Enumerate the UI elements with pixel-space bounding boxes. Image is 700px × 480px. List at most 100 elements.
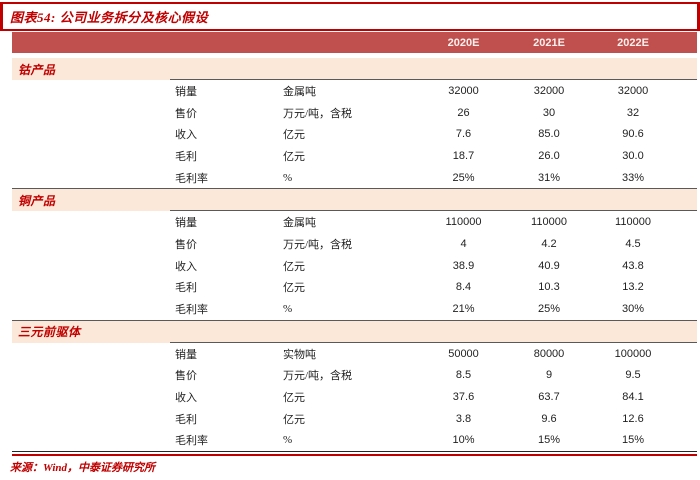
table-row: 销量 金属吨 110000 110000 110000 <box>12 211 697 233</box>
metric-value-2022e: 9.5 <box>625 369 641 382</box>
column-header-2022e: 2022E <box>617 36 649 49</box>
metric-value-2022e: 15% <box>621 434 645 447</box>
metric-label: 售价 <box>175 238 197 251</box>
metric-unit: 亿元 <box>283 129 305 142</box>
metric-value-2022e: 90.6 <box>622 128 644 141</box>
table-row: 毛利率 % 10% 15% 15% <box>12 430 697 452</box>
metric-unit: 实物吨 <box>283 348 316 361</box>
metric-unit: 万元/吨，含税 <box>283 107 353 120</box>
metric-label: 销量 <box>175 85 197 98</box>
section-header-precursor: 三元前驱体 <box>12 320 697 343</box>
metric-unit: % <box>283 171 293 184</box>
metric-label: 毛利率 <box>175 304 208 317</box>
figure-title-bar: 图表54: 公司业务拆分及核心假设 <box>0 2 700 31</box>
section-label: 钴产品 <box>18 62 56 77</box>
metric-label: 销量 <box>175 217 197 230</box>
metric-value-2020e: 18.7 <box>452 149 475 162</box>
source-note: 来源：Wind，中泰证券研究所 <box>10 462 156 474</box>
metric-value-2020e: 38.9 <box>452 259 475 272</box>
metric-value-2020e: 21% <box>452 303 475 316</box>
metric-value-2022e: 32 <box>626 106 640 119</box>
metric-label: 收入 <box>175 392 197 405</box>
table-bottom-rule-red <box>12 454 697 457</box>
metric-label: 售价 <box>175 107 197 120</box>
metric-value-2021e: 32000 <box>533 84 565 97</box>
column-header-2020e: 2020E <box>447 36 480 49</box>
metric-label: 毛利 <box>175 150 197 163</box>
metric-unit: 亿元 <box>283 150 305 163</box>
metric-value-2021e: 15% <box>537 434 561 447</box>
metric-unit: 万元/吨，含税 <box>283 370 353 383</box>
metric-unit: 亿元 <box>283 282 305 295</box>
metric-unit: 万元/吨，含税 <box>283 238 353 251</box>
table-bottom-rule <box>12 451 697 453</box>
metric-value-2022e: 30.0 <box>622 149 644 162</box>
metric-value-2022e: 100000 <box>614 347 652 360</box>
metric-value-2022e: 110000 <box>615 216 651 229</box>
metric-unit: 亿元 <box>283 260 305 273</box>
metric-value-2021e: 4.2 <box>541 237 557 250</box>
table-row: 毛利率 % 21% 25% 30% <box>12 298 697 320</box>
metric-value-2021e: 30 <box>542 106 556 119</box>
metric-value-2022e: 13.2 <box>622 281 644 294</box>
table-row: 售价 万元/吨，含税 8.5 9 9.5 <box>12 365 697 387</box>
metric-value-2021e: 40.9 <box>538 259 560 272</box>
table-row: 售价 万元/吨，含税 26 30 32 <box>12 102 697 124</box>
table-row: 收入 亿元 37.6 63.7 84.1 <box>12 386 697 408</box>
section-label: 铜产品 <box>18 193 56 208</box>
metric-value-2021e: 10.3 <box>538 281 560 294</box>
metric-label: 售价 <box>175 370 197 383</box>
metric-value-2020e: 110000 <box>445 216 482 229</box>
metric-value-2020e: 50000 <box>448 347 479 360</box>
metric-value-2022e: 84.1 <box>622 391 644 404</box>
metric-value-2022e: 32000 <box>617 84 649 97</box>
metric-value-2021e: 85.0 <box>538 128 560 141</box>
table-row: 收入 亿元 38.9 40.9 43.8 <box>12 255 697 277</box>
metric-value-2022e: 4.5 <box>625 237 641 250</box>
metric-value-2020e: 32000 <box>448 84 479 97</box>
metric-unit: 亿元 <box>283 392 305 405</box>
table-row: 毛利 亿元 3.8 9.6 12.6 <box>12 408 697 430</box>
section-rows-precursor: 销量 实物吨 50000 80000 100000 售价 万元/吨，含税 8.5… <box>12 343 697 451</box>
table-row: 售价 万元/吨，含税 4 4.2 4.5 <box>12 233 697 255</box>
metric-value-2020e: 3.8 <box>455 412 472 425</box>
metric-unit: 金属吨 <box>283 217 316 230</box>
metric-value-2021e: 25% <box>537 303 561 316</box>
metric-label: 毛利 <box>175 413 197 426</box>
metric-label: 毛利率 <box>175 172 208 185</box>
metric-value-2022e: 30% <box>621 303 645 316</box>
table-row: 收入 亿元 7.6 85.0 90.6 <box>12 123 697 145</box>
figure-title: 图表54: 公司业务拆分及核心假设 <box>10 10 209 25</box>
table-row: 毛利 亿元 8.4 10.3 13.2 <box>12 277 697 299</box>
metric-value-2021e: 80000 <box>533 347 565 360</box>
metric-value-2020e: 26 <box>457 106 470 119</box>
metric-value-2020e: 7.6 <box>455 128 472 141</box>
metric-value-2021e: 31% <box>537 171 561 184</box>
section-rows-copper: 销量 金属吨 110000 110000 110000 售价 万元/吨，含税 4… <box>12 211 697 321</box>
section-rows-cobalt: 销量 金属吨 32000 32000 32000 售价 万元/吨，含税 26 3… <box>12 80 697 190</box>
section-header-copper: 铜产品 <box>12 189 697 212</box>
metric-label: 收入 <box>175 129 197 142</box>
metric-unit: % <box>283 303 293 316</box>
metric-value-2021e: 26.0 <box>538 149 560 162</box>
metric-value-2022e: 33% <box>621 171 645 184</box>
table-row: 毛利率 % 25% 31% 33% <box>12 167 697 189</box>
metric-value-2020e: 4 <box>460 237 467 250</box>
metric-label: 毛利 <box>175 282 197 295</box>
table-header-row: 2020E 2021E 2022E <box>12 32 697 53</box>
metric-value-2020e: 37.6 <box>452 391 475 404</box>
metric-value-2022e: 43.8 <box>622 259 644 272</box>
table-row: 毛利 亿元 18.7 26.0 30.0 <box>12 145 697 167</box>
metric-unit: 亿元 <box>283 413 305 426</box>
metric-value-2021e: 9 <box>545 369 553 382</box>
metric-label: 销量 <box>175 348 197 361</box>
metric-value-2021e: 110000 <box>531 216 567 229</box>
metric-unit: 金属吨 <box>283 85 316 98</box>
metric-value-2020e: 25% <box>452 171 475 184</box>
section-label: 三元前驱体 <box>18 325 81 340</box>
table-row: 销量 实物吨 50000 80000 100000 <box>12 343 697 365</box>
metric-value-2021e: 63.7 <box>538 391 560 404</box>
metric-label: 收入 <box>175 260 197 273</box>
assumptions-table: 2020E 2021E 2022E 钴产品 销量 金属吨 32000 32000… <box>12 32 697 457</box>
